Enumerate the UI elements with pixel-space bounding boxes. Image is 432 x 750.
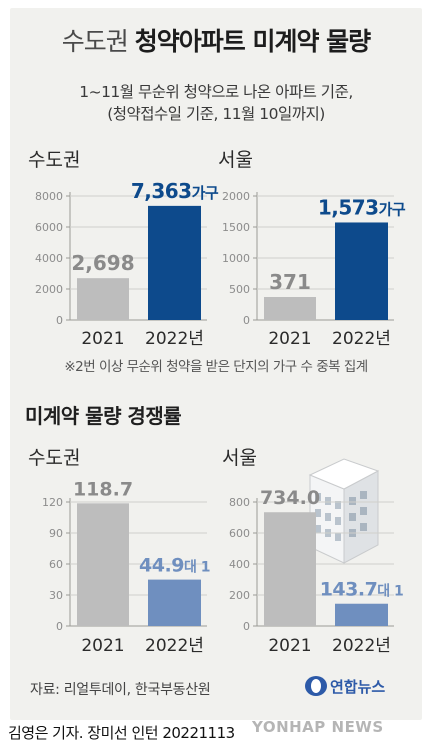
y-tick-label: 0 (56, 620, 63, 633)
source-text: 자료: 리얼투데이, 한국부동산원 (30, 682, 211, 698)
y-tick-label: 30 (49, 589, 63, 602)
bar (77, 278, 129, 320)
data-label: 734.0 (260, 487, 320, 509)
data-label: 7,363가구 (131, 179, 219, 203)
title-region: 수도권 (61, 27, 129, 56)
x-category-label: 2021 (268, 636, 311, 656)
x-category-label: 2022년 (332, 636, 391, 656)
y-tick-label: 400 (229, 558, 250, 571)
y-tick-label: 2000 (222, 190, 250, 203)
x-category-label: 2022년 (145, 329, 204, 349)
x-category-label: 2022년 (332, 329, 391, 349)
y-tick-label: 1000 (222, 252, 250, 265)
y-tick-label: 4000 (35, 252, 63, 265)
y-tick-label: 120 (42, 496, 63, 509)
bar (148, 579, 201, 626)
y-tick-label: 200 (229, 589, 250, 602)
watermark: YONHAP NEWS (252, 718, 384, 736)
y-tick-label: 0 (243, 314, 250, 327)
page-title: 수도권 청약아파트 미계약 물량 (0, 22, 432, 58)
bar (335, 222, 388, 320)
section-title-competition: 미계약 물량 경쟁률 (25, 404, 182, 428)
chart-panel-title: 서울 (218, 149, 253, 171)
x-category-label: 2021 (81, 329, 124, 349)
data-label: 2,698 (71, 251, 134, 275)
y-tick-label: 90 (49, 527, 63, 540)
apartment-building-icon (308, 458, 380, 564)
data-label: 371 (269, 270, 311, 294)
data-label: 44.9대 1 (139, 555, 210, 577)
bar (264, 296, 316, 320)
subtitle-line-1: 1~11월 무순위 청약으로 나온 아파트 기준, (79, 83, 353, 101)
bar (264, 512, 316, 626)
x-category-label: 2021 (268, 329, 311, 349)
y-tick-label: 500 (229, 283, 250, 296)
bar (335, 603, 388, 626)
chart-panel-title: 수도권 (28, 447, 80, 469)
yonhap-logo: 연합뉴스 (303, 673, 413, 703)
y-tick-label: 1500 (222, 221, 250, 234)
y-tick-label: 8000 (35, 190, 63, 203)
y-tick-label: 60 (49, 558, 63, 571)
chart-panel-title: 수도권 (28, 149, 80, 171)
logo-text: 연합뉴스 (330, 678, 385, 696)
bar (77, 503, 129, 626)
y-tick-label: 0 (243, 620, 250, 633)
y-tick-label: 0 (56, 314, 63, 327)
chart-panel-title: 서울 (222, 447, 257, 469)
data-label: 118.7 (73, 478, 133, 500)
bar (148, 205, 201, 320)
data-label: 1,573가구 (318, 195, 406, 219)
subtitle-line-2: (청약접수일 기준, 11월 10일까지) (107, 105, 325, 123)
y-tick-label: 800 (229, 496, 250, 509)
data-label: 143.7대 1 (320, 579, 404, 601)
credit-text: 김영은 기자. 장미선 인턴 20221113 (8, 724, 235, 742)
y-tick-label: 2000 (35, 283, 63, 296)
y-tick-label: 6000 (35, 221, 63, 234)
x-category-label: 2022년 (145, 636, 204, 656)
title-main: 청약아파트 미계약 물량 (134, 27, 371, 56)
x-category-label: 2021 (81, 636, 124, 656)
y-tick-label: 600 (229, 527, 250, 540)
footnote: ※2번 이상 무순위 청약을 받은 단지의 가구 수 중복 집계 (64, 359, 368, 375)
